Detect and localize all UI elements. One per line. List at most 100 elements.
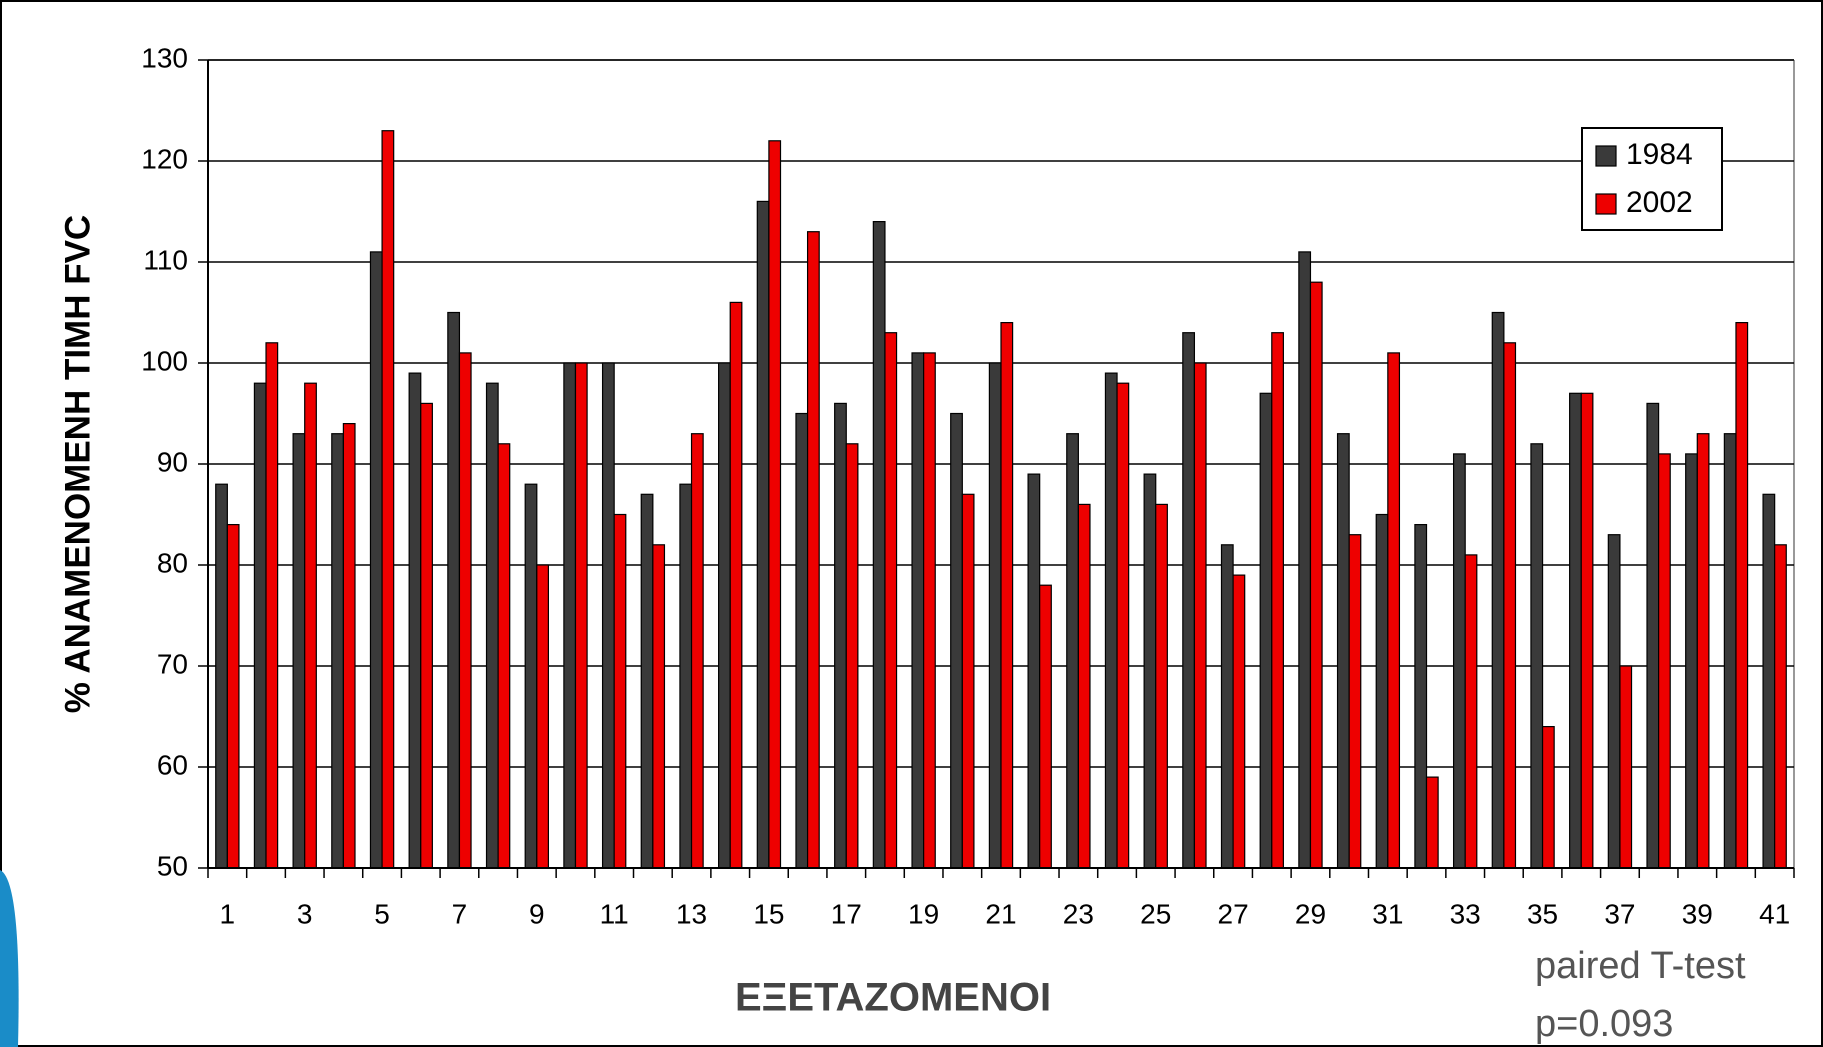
bar	[536, 564, 550, 869]
bar	[1723, 433, 1737, 869]
bar	[1774, 544, 1787, 869]
bar	[1155, 503, 1168, 869]
x-tick-label: 1	[220, 898, 236, 929]
bar	[563, 362, 577, 869]
annotation: paired T-test	[1535, 945, 1746, 987]
bar	[1580, 392, 1594, 869]
bar	[1646, 402, 1660, 869]
bar	[1685, 453, 1698, 869]
bar	[795, 412, 809, 869]
bar	[226, 523, 240, 869]
bar	[1039, 584, 1052, 869]
x-tick-label: 25	[1140, 898, 1171, 929]
x-tick-label: 31	[1372, 898, 1403, 929]
bar	[845, 443, 859, 869]
bar	[1414, 523, 1428, 869]
y-tick-label: 90	[157, 446, 188, 477]
x-tick-label: 39	[1682, 898, 1713, 929]
x-tick-label: 11	[600, 898, 629, 929]
x-tick-label: 41	[1759, 898, 1790, 929]
x-tick-label: 33	[1450, 898, 1481, 929]
x-tick-label: 7	[452, 898, 468, 929]
y-tick-label: 60	[157, 749, 188, 780]
bar	[1425, 776, 1439, 869]
bar	[215, 483, 228, 869]
bar	[1375, 513, 1389, 869]
legend-swatch	[1595, 145, 1617, 167]
bar	[911, 352, 925, 869]
bar	[834, 402, 847, 869]
bar	[574, 362, 588, 869]
bar	[988, 362, 1002, 869]
legend-swatch	[1595, 193, 1617, 215]
bar	[1193, 362, 1207, 869]
y-tick-label: 70	[157, 648, 188, 679]
bar	[1541, 725, 1555, 869]
bar	[408, 372, 422, 869]
bar	[1607, 534, 1621, 869]
legend-label: 2002	[1626, 186, 1693, 219]
bar	[381, 130, 395, 869]
bar	[1530, 443, 1544, 869]
bar	[1000, 322, 1014, 869]
y-axis-label: % ΑΝΑΜΕΝΟΜΕΝΗ ΤΙΜΗ FVC	[58, 215, 97, 713]
x-axis-label: ΕΞΕΤΑΖΟΜΕΝΟΙ	[735, 976, 1051, 1020]
bar	[1491, 311, 1505, 869]
y-tick-label: 100	[141, 345, 188, 376]
x-tick-label: 3	[297, 898, 313, 929]
bar	[601, 362, 615, 869]
bar	[1762, 493, 1776, 869]
bar	[1696, 433, 1710, 869]
bar	[768, 140, 782, 869]
bar	[884, 332, 898, 869]
y-tick-label: 130	[141, 42, 188, 73]
bar	[1182, 332, 1196, 869]
bar	[1143, 473, 1157, 869]
bar	[342, 423, 356, 869]
x-tick-label: 9	[529, 898, 545, 929]
bar	[1336, 433, 1350, 869]
bar	[756, 200, 770, 869]
bar	[1503, 342, 1517, 869]
y-tick-label: 80	[157, 547, 188, 578]
bar	[1066, 433, 1079, 869]
x-tick-label: 5	[374, 898, 390, 929]
bar	[1619, 665, 1633, 869]
bar	[420, 402, 433, 869]
bar	[718, 362, 731, 869]
bar	[613, 513, 627, 869]
bar	[729, 301, 743, 869]
bar	[961, 493, 975, 869]
bar	[806, 231, 820, 869]
x-tick-label: 23	[1063, 898, 1094, 929]
legend-label: 1984	[1626, 138, 1693, 171]
bar	[872, 221, 886, 869]
x-tick-label: 37	[1604, 898, 1635, 929]
y-tick-label: 50	[157, 850, 188, 881]
bar	[652, 544, 666, 869]
bar	[497, 443, 511, 869]
bar	[253, 382, 267, 869]
x-tick-label: 27	[1218, 898, 1249, 929]
x-tick-label: 29	[1295, 898, 1326, 929]
bar	[1077, 503, 1091, 869]
bar	[1232, 574, 1246, 869]
bar	[690, 433, 704, 869]
bar	[1452, 453, 1466, 869]
x-tick-label: 21	[985, 898, 1016, 929]
x-tick-label: 17	[831, 898, 862, 929]
bar	[485, 382, 499, 869]
bar	[331, 433, 344, 869]
bar	[1464, 554, 1478, 869]
bar	[369, 251, 383, 869]
bar	[640, 493, 654, 869]
bar	[1271, 332, 1284, 869]
bar	[524, 483, 538, 869]
bar	[292, 433, 306, 869]
y-tick-label: 110	[143, 244, 188, 275]
bar	[950, 412, 963, 869]
bar	[304, 382, 317, 869]
bar	[923, 352, 936, 869]
bar	[1298, 251, 1312, 869]
